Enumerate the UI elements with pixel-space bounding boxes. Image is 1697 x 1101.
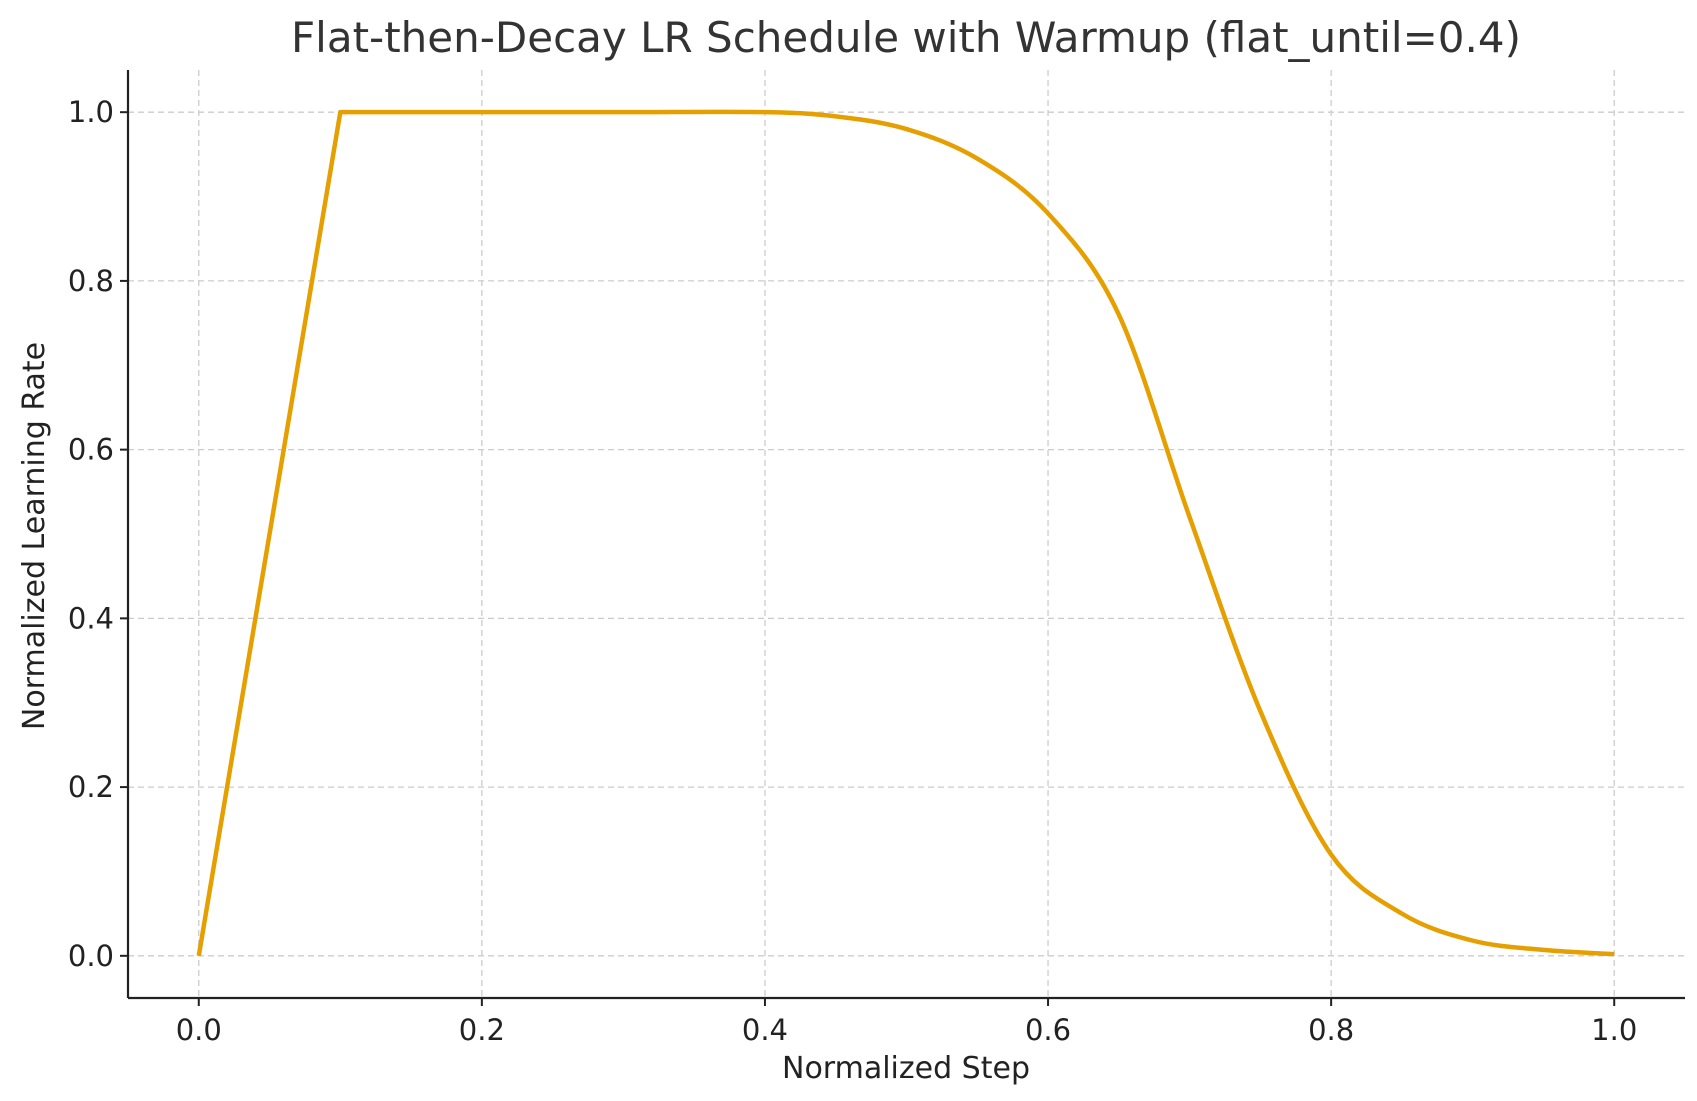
axes [126, 70, 1685, 1000]
x-tick-label: 0.2 [459, 1013, 505, 1047]
ticks: 0.0 0.2 0.4 0.6 0.8 1.0 0.0 0.2 0.4 0.6 0.8 1.0 [68, 95, 1637, 1047]
chart-title: Flat-then-Decay LR Schedule with Warmup … [291, 13, 1521, 62]
y-axis-label: Normalized Learning Rate [17, 342, 52, 730]
series-layer [196, 109, 1615, 957]
y-tick-label: 0.2 [68, 770, 114, 804]
y-tick-label: 0.8 [68, 264, 114, 298]
y-tick-label: 1.0 [68, 95, 114, 129]
y-tick-label: 0.4 [68, 601, 114, 635]
series-line-0 [196, 109, 1615, 957]
x-tick-label: 0.4 [742, 1013, 788, 1047]
x-axis-label: Normalized Step [782, 1051, 1030, 1086]
x-tick-label: 0.0 [176, 1013, 222, 1047]
grid [128, 70, 1685, 998]
y-tick-label: 0.0 [68, 939, 114, 973]
x-tick-label: 1.0 [1591, 1013, 1637, 1047]
y-tick-label: 0.6 [68, 433, 114, 467]
x-tick-label: 0.8 [1308, 1013, 1354, 1047]
x-tick-label: 0.6 [1025, 1013, 1071, 1047]
